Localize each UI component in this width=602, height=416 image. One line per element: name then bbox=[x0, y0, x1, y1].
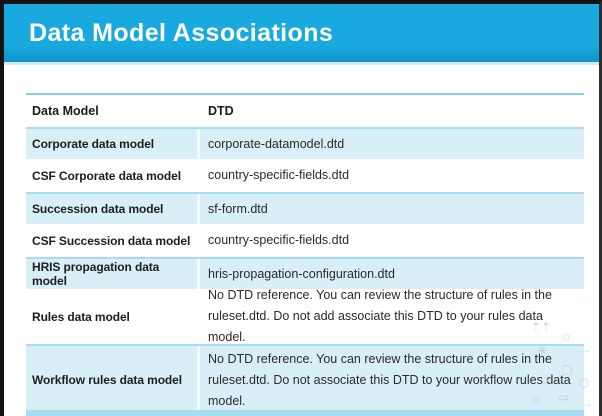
table-bottom-edge bbox=[26, 410, 584, 416]
title-bar-glow bbox=[4, 62, 599, 65]
table-row: CSF Corporate data model country-specifi… bbox=[26, 159, 584, 192]
table-top-rule bbox=[26, 93, 584, 95]
data-model-cell: Succession data model bbox=[26, 194, 200, 224]
column-header-dtd: DTD bbox=[208, 104, 234, 118]
table-row: HRIS propagation data model hris-propaga… bbox=[26, 257, 584, 289]
data-model-cell: Corporate data model bbox=[26, 129, 200, 159]
table-row: Succession data model sf-form.dtd bbox=[26, 192, 584, 224]
table-row: Rules data model No DTD reference. You c… bbox=[26, 288, 584, 344]
dtd-cell: hris-propagation-configuration.dtd bbox=[208, 266, 395, 281]
data-model-cell: CSF Corporate data model bbox=[26, 159, 200, 192]
table-row: Workflow rules data model No DTD referen… bbox=[26, 344, 584, 414]
dtd-cell: sf-form.dtd bbox=[208, 201, 268, 216]
table-row: Corporate data model corporate-datamodel… bbox=[26, 127, 584, 159]
data-model-cell: Rules data model bbox=[26, 289, 200, 344]
data-model-cell: Workflow rules data model bbox=[26, 346, 200, 414]
dtd-cell: country-specific-fields.dtd bbox=[208, 233, 350, 247]
dtd-cell: No DTD reference. You can review the str… bbox=[208, 288, 552, 344]
page-title: Data Model Associations bbox=[29, 18, 334, 47]
dtd-cell: corporate-datamodel.dtd bbox=[208, 136, 345, 151]
table-row: CSF Succession data model country-specif… bbox=[26, 224, 584, 257]
data-model-cell: HRIS propagation data model bbox=[26, 259, 200, 289]
title-bar: Data Model Associations bbox=[4, 4, 599, 62]
dtd-cell: country-specific-fields.dtd bbox=[208, 168, 350, 182]
associations-table: Data Model DTD Corporate data model corp… bbox=[26, 93, 584, 414]
data-model-cell: CSF Succession data model bbox=[26, 224, 200, 257]
table-header-row: Data Model DTD bbox=[26, 95, 584, 127]
column-header-data-model: Data Model bbox=[32, 104, 99, 118]
dtd-cell: No DTD reference. You can review the str… bbox=[208, 351, 571, 408]
